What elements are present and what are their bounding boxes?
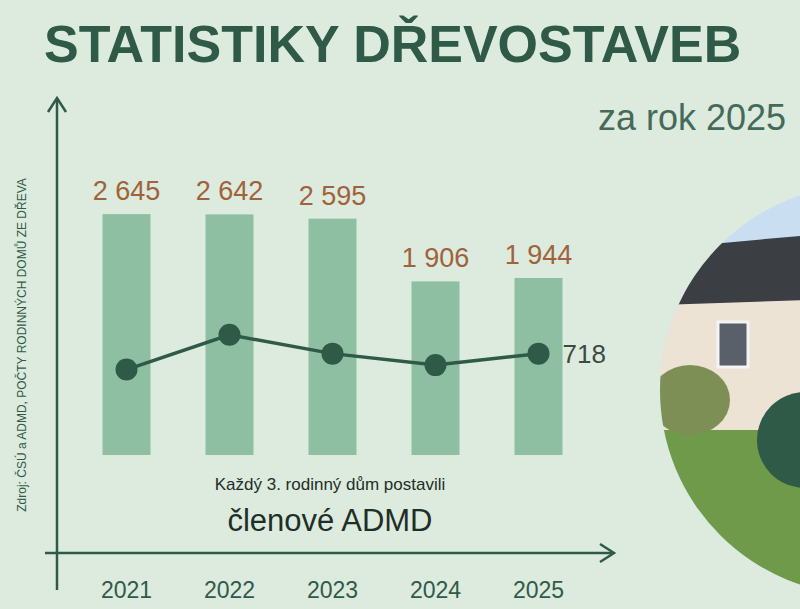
x-tick-label: 2021: [101, 577, 152, 603]
y-axis-label: Zdroj: ČSÚ a ADMD, POČTY RODINNÝCH DOMŮ …: [14, 178, 29, 512]
data-label: 1 944: [505, 240, 573, 270]
x-tick-label: 2025: [513, 577, 564, 603]
annotation: členové ADMD: [227, 503, 432, 538]
data-label: 2 642: [196, 176, 264, 206]
subtitle: za rok 2025: [598, 97, 786, 138]
y-axis: [56, 100, 59, 590]
data-label: 2 595: [299, 181, 367, 211]
bar: [103, 214, 151, 455]
data-label: 1 906: [402, 243, 470, 273]
photo-shrub: [650, 365, 730, 435]
line-point: [528, 343, 550, 365]
x-axis-arrow: [600, 544, 614, 562]
bar: [206, 214, 254, 455]
bar: [412, 281, 460, 455]
x-tick-label: 2022: [204, 577, 255, 603]
line-point: [219, 324, 241, 346]
data-labels: 2 645 2 642 2 595 1 906 1 944 718: [93, 176, 606, 369]
page: {"chart_data": { "type": "bar", "title":…: [0, 0, 800, 609]
bar: [515, 278, 563, 455]
x-axis: [45, 552, 612, 555]
title: STATISTIKY DŘEVOSTAVEB: [44, 15, 741, 73]
data-label: 2 645: [93, 176, 161, 206]
x-tick-label: 2023: [307, 577, 358, 603]
line-point: [322, 343, 344, 365]
y-axis-arrow: [48, 98, 66, 112]
plot-area: [103, 214, 563, 455]
line-point: [116, 359, 138, 381]
photo-badge: [757, 392, 800, 488]
photo-roof: [660, 235, 800, 305]
annotation: Každý 3. rodinný dům postavili: [215, 475, 446, 494]
line-point: [425, 354, 447, 376]
x-tick-label: 2024: [410, 577, 461, 603]
data-label: 718: [563, 339, 606, 369]
photo: [640, 180, 800, 609]
bar: [309, 219, 357, 455]
line: [127, 335, 539, 370]
photo-window: [718, 322, 748, 367]
chart: STATISTIKY DŘEVOSTAVEB za rok 2025 Zdroj: …: [0, 0, 800, 609]
